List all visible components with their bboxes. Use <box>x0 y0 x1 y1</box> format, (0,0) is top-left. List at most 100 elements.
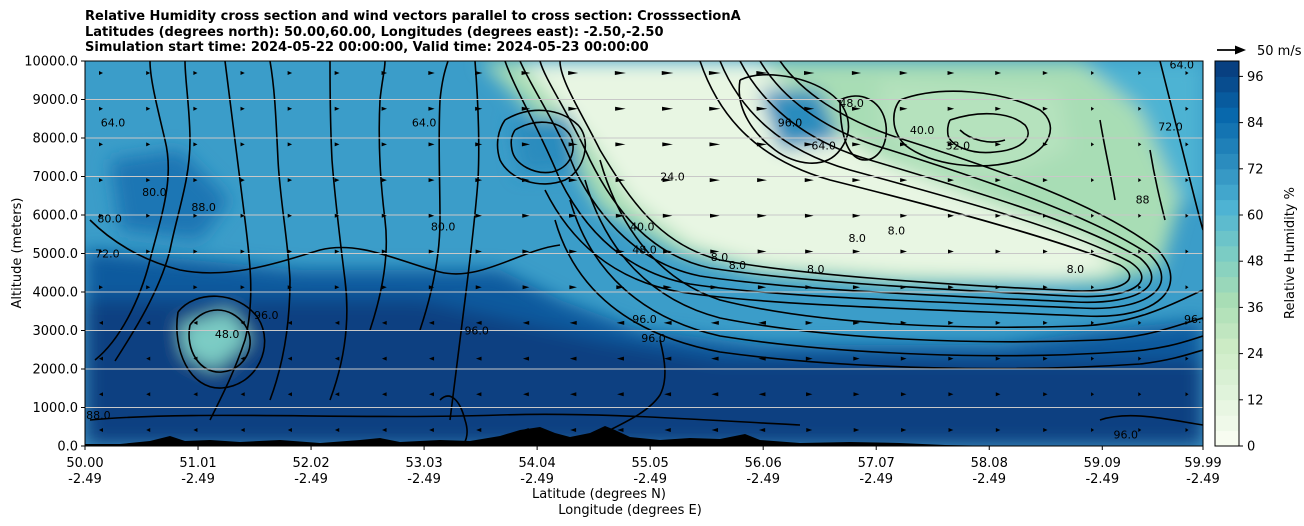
contour-labels: 88.0 48.0 96.0 88.0 72.0 80.0 80.0 64.0 96.0 96.0… <box>86 61 1203 441</box>
wind-vector <box>758 428 766 432</box>
quiver-key: 50 m/s <box>1217 44 1302 59</box>
wind-vector <box>900 249 907 254</box>
title-line-1: Relative Humidity cross section and wind… <box>85 9 741 24</box>
x-tick-label-lon: -2.49 <box>407 472 441 487</box>
wind-vector <box>1185 428 1189 432</box>
wind-vector <box>476 428 482 432</box>
wind-vector <box>287 71 293 75</box>
wind-vector <box>382 428 387 432</box>
wind-vector <box>1091 213 1095 218</box>
wind-vector <box>568 106 578 111</box>
wind-vector <box>193 428 198 432</box>
colorbar-band <box>1215 76 1239 93</box>
wind-vector <box>98 213 104 218</box>
wind-vector <box>806 392 813 397</box>
wind-vector <box>710 249 720 254</box>
wind-vector <box>852 249 861 254</box>
wind-vector <box>1138 178 1142 183</box>
wind-vector <box>381 249 387 254</box>
wind-vector <box>240 178 245 183</box>
wind-vector <box>193 285 198 290</box>
wind-vector <box>334 320 340 325</box>
wind-vector <box>615 178 626 183</box>
contour-label: 64.0 <box>101 116 126 129</box>
x-tick-label-lon: -2.49 <box>520 472 554 487</box>
wind-vector <box>947 178 955 183</box>
wind-vector <box>334 213 340 218</box>
y-tick-label: 0.0 <box>57 440 78 455</box>
wind-vector <box>381 285 387 290</box>
wind-vector <box>804 178 814 183</box>
wind-vector <box>240 320 245 325</box>
wind-vector <box>756 142 768 147</box>
wind-vector <box>146 249 151 254</box>
wind-vector <box>193 71 198 75</box>
wind-vector <box>287 249 293 254</box>
x-tick-label-lat: 59.99 <box>1184 456 1221 471</box>
wind-vector <box>900 356 907 361</box>
y-tick-label: 10000.0 <box>24 55 78 70</box>
wind-vector <box>287 392 292 397</box>
wind-vector <box>851 71 862 75</box>
colorbar-band <box>1215 61 1239 77</box>
wind-vector <box>146 213 151 218</box>
colorbar-band <box>1215 107 1239 124</box>
wind-vector <box>428 285 435 290</box>
wind-vector <box>901 428 907 432</box>
wind-vector <box>948 356 954 361</box>
wind-vector <box>900 213 908 218</box>
wind-vector <box>1091 71 1095 75</box>
wind-vector <box>193 142 198 147</box>
wind-vector <box>995 320 1001 325</box>
horizontal-grid <box>85 99 1203 408</box>
wind-vector <box>995 428 1001 432</box>
wind-vector <box>428 213 435 218</box>
wind-vector <box>98 320 104 325</box>
wind-vector <box>852 142 861 147</box>
wind-vector <box>1185 392 1189 397</box>
contour-label: 72.0 <box>1158 120 1183 133</box>
wind-vector <box>522 178 530 183</box>
wind-vector <box>757 213 767 218</box>
wind-vector <box>804 213 814 218</box>
wind-vector <box>757 178 767 183</box>
wind-vector <box>240 392 245 397</box>
wind-vector <box>428 320 435 325</box>
colorbar-band <box>1215 184 1239 201</box>
wind-vector <box>98 428 104 432</box>
wind-vector <box>1185 106 1189 111</box>
wind-vector <box>1042 249 1048 254</box>
x-axis-label-latitude: Latitude (degrees N) <box>532 487 666 502</box>
x-tick-label-lat: 56.06 <box>745 456 782 471</box>
wind-vector <box>661 71 674 75</box>
wind-vector <box>287 142 293 147</box>
wind-vector <box>240 428 245 432</box>
colorbar-band <box>1215 353 1239 370</box>
contour-lines <box>89 61 1203 446</box>
humidity-band-driest-core <box>520 61 1120 280</box>
colorbar-band <box>1215 199 1239 216</box>
wind-vector <box>240 71 245 75</box>
colorbar-band <box>1215 415 1239 432</box>
x-tick-label-lon: -2.49 <box>633 472 667 487</box>
contour-label: 96.0 <box>632 313 657 326</box>
wind-vector <box>287 178 293 183</box>
wind-vector <box>475 213 483 218</box>
wind-vector <box>804 142 815 147</box>
wind-vector <box>662 178 673 183</box>
contour-line <box>329 61 348 401</box>
wind-vector <box>852 106 861 111</box>
wind-vector <box>947 213 954 218</box>
contour-label: 80.0 <box>431 220 456 233</box>
wind-vector <box>709 178 720 183</box>
wind-vector <box>521 142 531 147</box>
wind-vector <box>334 71 340 75</box>
humidity-band-moist-pocket-right <box>760 90 840 150</box>
y-axis-label: Altitude (meters) <box>10 198 25 309</box>
wind-vector <box>428 178 435 183</box>
wind-vector <box>568 178 578 183</box>
contour-line <box>209 61 252 421</box>
wind-vector <box>616 356 624 361</box>
wind-vector <box>1042 142 1048 147</box>
wind-vector <box>758 392 766 397</box>
